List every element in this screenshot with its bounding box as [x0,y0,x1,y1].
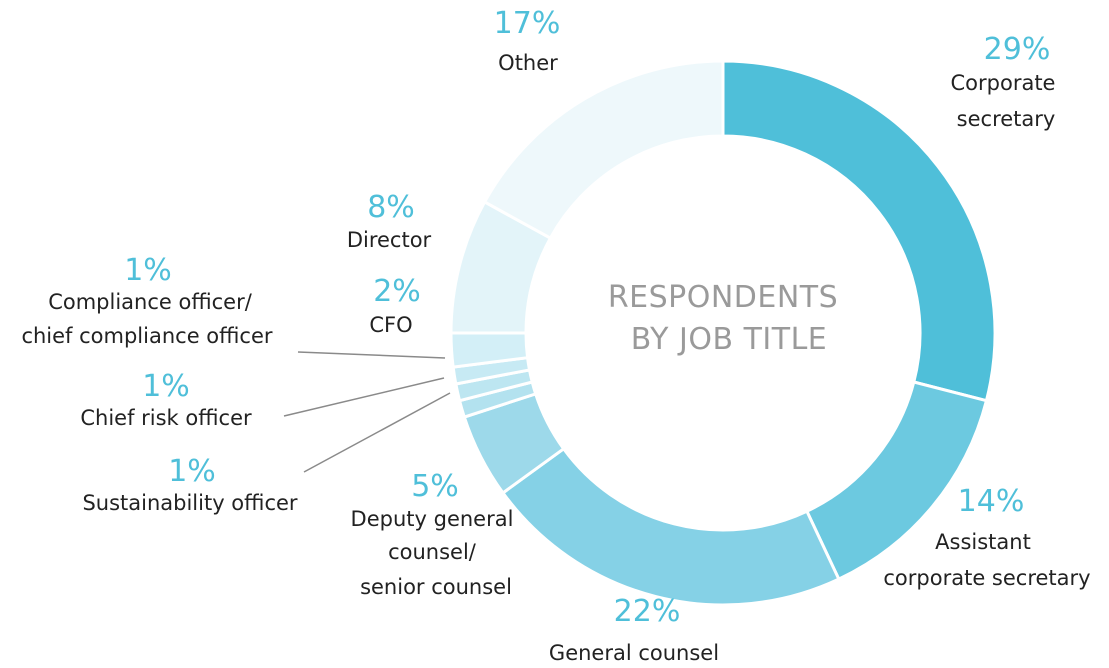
value-label-deputy-general-counsel-senior-counsel: 5% [411,469,459,504]
value-label-assistant-corporate-secretary: 14% [958,484,1025,519]
value-label-sustainability-officer: 1% [168,454,216,489]
value-label-general-counsel: 22% [614,594,681,629]
value-label-corporate-secretary: 29% [984,32,1051,67]
category-label-compliance-officer-chief-compliance-officer-line-2: chief compliance officer [21,324,272,348]
slice-general-counsel [500,446,841,607]
category-label-compliance-officer-chief-compliance-officer-line-1: Compliance officer/ [48,290,253,314]
category-label-cfo-line-1: CFO [369,313,412,337]
slice-corporate-secretary [721,59,997,403]
labels-group: 29% Corporate secretary 14% Assistant corpora… [21,6,1090,665]
slices-group [449,59,997,607]
category-label-sustainability-officer-line-1: Sustainability officer [82,491,297,515]
category-label-other-line-1: Other [498,51,558,75]
leader-line-compliance-officer-chief-compliance-officer [297,351,446,359]
value-label-director: 8% [367,190,415,225]
category-label-assistant-corporate-secretary-line-2: corporate secretary [883,566,1090,590]
category-label-chief-risk-officer-line-1: Chief risk officer [80,406,252,430]
category-label-assistant-corporate-secretary-line-1: Assistant [935,530,1031,554]
category-label-corporate-secretary-line-2: secretary [957,107,1056,131]
value-label-compliance-officer-chief-compliance-officer: 1% [124,253,172,288]
category-label-deputy-general-counsel-senior-counsel-line-2: counsel/ [388,540,477,564]
category-label-general-counsel-line-1: General counsel [549,641,719,665]
chart-title-line-1: RESPONDENTS [608,280,838,315]
slice-other [482,59,725,241]
category-label-corporate-secretary-line-1: Corporate [951,71,1056,95]
leader-line-chief-risk-officer [283,377,445,417]
value-label-chief-risk-officer: 1% [142,369,190,404]
leader-line-sustainability-officer [303,392,451,473]
chart-title-line-2: BY JOB TITLE [631,322,828,357]
category-label-deputy-general-counsel-senior-counsel-line-1: Deputy general [351,507,514,531]
leader-lines [283,351,451,473]
category-label-director-line-1: Director [347,228,432,252]
category-label-deputy-general-counsel-senior-counsel-line-3: senior counsel [360,575,512,599]
value-label-other: 17% [494,6,561,41]
value-label-cfo: 2% [373,274,421,309]
